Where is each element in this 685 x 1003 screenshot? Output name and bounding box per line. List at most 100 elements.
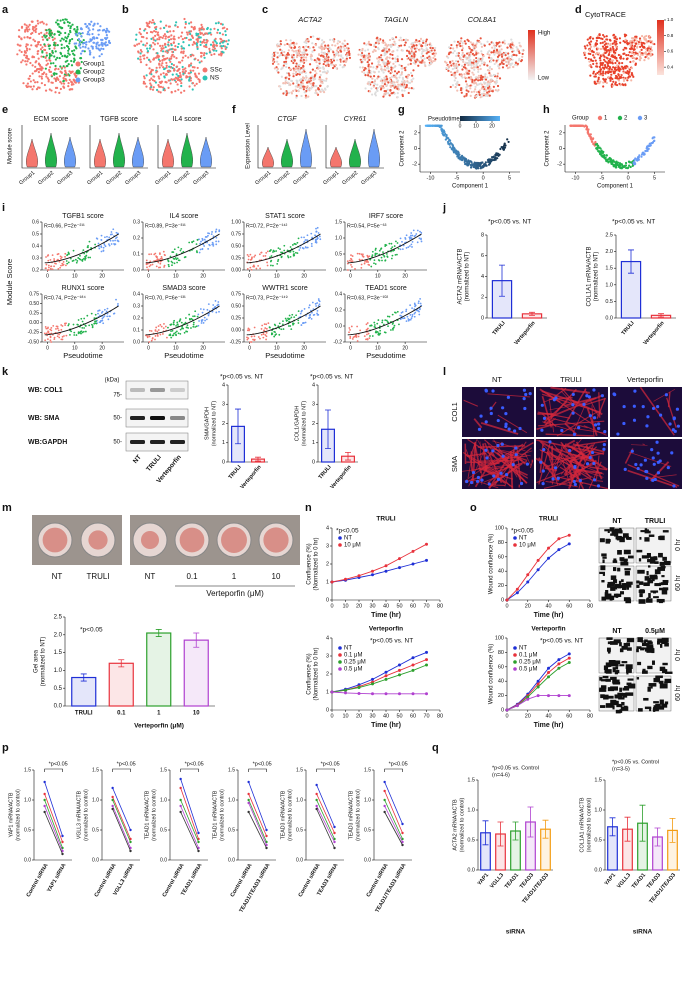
cell-dot (196, 66, 199, 70)
cell-dot (463, 162, 467, 166)
cell-dot (381, 41, 384, 44)
y-tick-label: 0.3 (32, 255, 39, 261)
cell-dot (374, 253, 377, 255)
cell-dot (401, 94, 404, 98)
cell-dot (98, 247, 101, 250)
cell-dot (316, 226, 319, 229)
cell-dot (42, 55, 45, 58)
cell-dot (161, 44, 164, 47)
cell-dot (332, 57, 335, 61)
cell-dot (374, 326, 377, 329)
cell-dot (69, 26, 72, 30)
cell-cluster (357, 36, 392, 80)
cell-dot (589, 74, 592, 77)
cell-dot (467, 90, 470, 93)
cell-dot (478, 89, 481, 92)
cell-dot (304, 71, 307, 74)
cell-dot (412, 61, 415, 64)
x-tick-label: 20 (301, 273, 307, 279)
cell-dot (391, 53, 394, 57)
cell-dot (300, 66, 303, 70)
cell-dot (411, 246, 413, 248)
cell-dot (400, 85, 403, 88)
cell-dot (618, 61, 621, 65)
cell-dot (314, 44, 318, 47)
cell-dot (138, 31, 141, 34)
cell-dot (398, 39, 401, 42)
cell-dot (325, 77, 328, 80)
cell-dot (487, 158, 490, 161)
cell-dot (304, 49, 308, 52)
cell-dot (175, 21, 178, 24)
cell-dot (139, 48, 143, 52)
cell-dot (184, 54, 187, 57)
cell-dot (272, 51, 276, 54)
cell-dot (624, 166, 628, 170)
cell-dot (225, 28, 229, 31)
cell-dot (295, 314, 298, 317)
cell-dot (615, 42, 618, 45)
cell-dot (104, 38, 108, 41)
cell-dot (94, 243, 97, 246)
cell-dot (164, 35, 168, 38)
cell-dot (117, 303, 119, 305)
cell-dot (87, 244, 89, 247)
panel-title: CytoTRACE (585, 10, 626, 19)
cell-dot (617, 68, 620, 71)
cell-dot (214, 300, 217, 302)
cell-dot (317, 232, 320, 234)
cell-dot (464, 80, 468, 83)
cell-dot (44, 67, 47, 70)
cell-dot (44, 326, 47, 328)
cell-dot (159, 323, 162, 326)
cell-dot (58, 91, 61, 94)
cell-dot (601, 41, 604, 44)
cell-dot (624, 83, 627, 86)
cell-dot (477, 70, 480, 73)
cell-dot (396, 242, 399, 244)
cell-dot (329, 48, 332, 51)
cell-dot (614, 49, 618, 52)
cell-dot (102, 249, 105, 252)
cell-dot (146, 47, 149, 50)
cell-dot (373, 262, 375, 265)
cell-dot (384, 62, 387, 66)
cell-dot (178, 259, 181, 262)
cell-dot (304, 86, 308, 89)
cell-dot (464, 61, 467, 65)
cell-dot (56, 19, 59, 22)
cell-dot (433, 59, 436, 62)
cell-dot (515, 54, 518, 57)
cell-dot (37, 43, 40, 46)
cell-dot (157, 325, 160, 328)
cell-dot (320, 54, 323, 57)
cell-dot (383, 92, 386, 96)
cell-dot (138, 27, 142, 31)
cell-dot (380, 87, 383, 90)
cell-dot (176, 261, 178, 264)
cell-dot (625, 64, 628, 68)
cell-dot (87, 30, 90, 34)
cell-dot (317, 313, 320, 316)
cell-dot (209, 28, 212, 31)
cell-dot (604, 45, 608, 49)
cell-dot (276, 43, 279, 46)
cell-dot (56, 335, 59, 338)
cell-dot (25, 63, 28, 66)
cell-dot (425, 52, 428, 55)
cell-dot (368, 69, 371, 72)
cell-dot (26, 43, 29, 46)
cell-dot (648, 35, 651, 38)
cell-dot (61, 325, 64, 327)
cell-dot (644, 56, 647, 59)
cell-dot (456, 70, 459, 73)
cell-dot (589, 45, 593, 48)
cell-dot (450, 64, 453, 67)
cell-dot (612, 159, 615, 162)
cell-dot (643, 59, 646, 62)
cell-dot (146, 56, 149, 59)
cell-dot (265, 251, 268, 254)
cell-dot (651, 42, 654, 45)
cell-dot (388, 242, 391, 245)
cell-dot (418, 237, 421, 240)
